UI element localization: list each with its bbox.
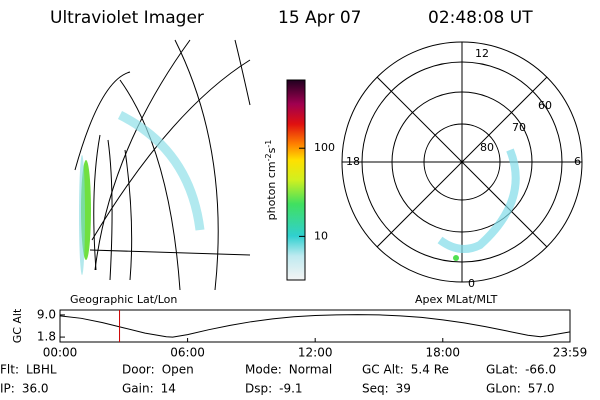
status-label: Flt: [0, 363, 19, 377]
lat-label: 70 [512, 121, 526, 134]
status-label: GLat: [486, 363, 518, 377]
mlt-label: 18 [346, 155, 360, 168]
status-value: 57.0 [528, 382, 555, 396]
lat-label: 60 [538, 99, 552, 112]
status-label: IP: [0, 382, 15, 396]
status-value: 5.4 Re [411, 363, 449, 377]
status-value: 36.0 [22, 382, 49, 396]
mlt-label: 0 [468, 277, 475, 290]
status-value: Open [162, 363, 194, 377]
status-value: 14 [161, 382, 176, 396]
map-image [74, 39, 251, 291]
status-label: Dsp: [245, 382, 272, 396]
mlt-label: 12 [475, 47, 489, 60]
status-value: -9.1 [279, 382, 302, 396]
status-label: Door: [122, 363, 155, 377]
map-caption: Geographic Lat/Lon [70, 293, 177, 306]
status-value: Normal [289, 363, 332, 377]
status-value: -66.0 [525, 363, 556, 377]
colorbar-tick-label: 100 [314, 141, 335, 154]
label-part: -2 [264, 153, 273, 161]
y-tick-label: 9.0 [37, 307, 56, 321]
plot-frame [59, 309, 571, 343]
y-tick-label: 1.8 [37, 330, 56, 344]
mlt-label: 6 [574, 155, 581, 168]
polar-grid [341, 41, 583, 283]
status-label: Gain: [122, 382, 154, 396]
time: 02:48:08 UT [428, 8, 533, 28]
title: Ultraviolet Imager [50, 8, 204, 28]
status-value: LBHL [26, 363, 57, 377]
status-label: GC Alt: [362, 363, 404, 377]
status-value: 39 [396, 382, 411, 396]
altitude-line [59, 314, 571, 338]
label-part: s [265, 147, 278, 153]
x-tick-label: 18:00 [425, 346, 460, 360]
colorbar [286, 79, 306, 281]
colorbar-tick-label: 10 [314, 229, 328, 242]
y-axis-label: GC Alt [11, 308, 24, 343]
colorbar-label: photon cm-2s-1 [264, 140, 279, 221]
x-tick-label: 06:00 [170, 346, 205, 360]
label-part: -1 [264, 140, 273, 148]
polar-caption: Apex MLat/MLT [415, 293, 498, 306]
label-part: photon cm [265, 161, 278, 220]
status-label: GLon: [486, 382, 521, 396]
date: 15 Apr 07 [278, 8, 361, 28]
x-tick-label: 00:00 [43, 346, 78, 360]
status-label: Seq: [362, 382, 389, 396]
x-tick-label: 12:00 [298, 346, 333, 360]
x-tick-label: 23:59 [553, 346, 588, 360]
lat-label: 80 [480, 141, 494, 154]
status-label: Mode: [245, 363, 282, 377]
